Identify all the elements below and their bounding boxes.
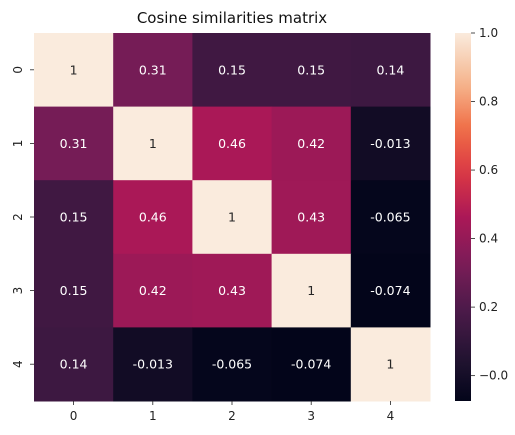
- colorbar-gradient: [455, 33, 471, 401]
- colorbar-tick-label-4: 0.8: [479, 95, 498, 109]
- cell-label-3-3: 1: [307, 283, 315, 298]
- heatmap-cell-1-0: [34, 106, 114, 181]
- heatmap-cells: 1 0.31 0.15 0.15 0.14 0.31 1 0.46 0.42 -0.013 0.15…: [34, 33, 431, 402]
- cell-label-3-4: -0.074: [370, 283, 410, 298]
- heatmap-cell-4-1: [113, 327, 193, 402]
- heatmap-cell-0-2: [192, 33, 273, 108]
- cell-label-4-3: -0.074: [291, 357, 331, 372]
- cell-label-4-2: -0.065: [212, 357, 252, 372]
- cell-label-0-3: 0.15: [297, 62, 325, 77]
- heatmap-cell-2-1: [113, 180, 193, 255]
- cell-label-1-4: -0.013: [370, 136, 410, 151]
- cell-label-0-2: 0.15: [218, 62, 246, 77]
- heatmap-cell-2-3: [271, 180, 352, 255]
- cell-label-3-0: 0.15: [60, 283, 88, 298]
- y-axis: 0 1 2 3 4: [11, 66, 34, 368]
- heatmap-cell-2-4: [350, 180, 431, 255]
- heatmap-cell-1-2: [192, 106, 273, 181]
- x-tick-label-0: 0: [70, 409, 78, 423]
- cell-label-2-1: 0.46: [139, 210, 167, 225]
- heatmap-cell-1-4: [350, 106, 431, 181]
- heatmap-cell-4-0: [34, 327, 114, 402]
- cell-label-1-0: 0.31: [60, 136, 88, 151]
- heatmap-cell-1-3: [271, 106, 352, 181]
- heatmap-cell-0-4: [350, 33, 431, 108]
- heatmap-cell-4-3: [271, 327, 352, 402]
- cell-label-4-1: -0.013: [133, 357, 173, 372]
- cell-label-1-2: 0.46: [218, 136, 246, 151]
- y-tick-label-0: 0: [11, 66, 25, 74]
- heatmap-cell-4-2: [192, 327, 273, 402]
- cell-label-0-0: 1: [70, 62, 78, 77]
- chart-title: Cosine similarities matrix: [137, 9, 327, 27]
- heatmap-cell-3-3: [271, 253, 352, 328]
- heatmap-cell-0-3: [271, 33, 352, 108]
- heatmap-cell-2-2: [192, 180, 273, 255]
- heatmap-cell-3-1: [113, 253, 193, 328]
- colorbar-tick-label-3: 0.6: [479, 163, 498, 177]
- cell-label-4-0: 0.14: [60, 357, 88, 372]
- colorbar: −0.0 0.2 0.4 0.6 0.8 1.0: [455, 26, 508, 401]
- cell-label-2-0: 0.15: [60, 210, 88, 225]
- cell-label-3-1: 0.42: [139, 283, 167, 298]
- cell-label-0-4: 0.14: [376, 62, 404, 77]
- cell-label-3-2: 0.43: [218, 283, 246, 298]
- cell-label-1-3: 0.42: [297, 136, 325, 151]
- heatmap-cell-0-0: [34, 33, 114, 108]
- cell-label-4-4: 1: [386, 357, 394, 372]
- cell-label-2-3: 0.43: [297, 210, 325, 225]
- colorbar-tick-label-0: −0.0: [479, 369, 508, 383]
- heatmap-cell-3-4: [350, 253, 431, 328]
- x-tick-label-2: 2: [228, 409, 236, 423]
- cell-label-1-1: 1: [149, 136, 157, 151]
- colorbar-tick-label-1: 0.2: [479, 300, 498, 314]
- colorbar-tick-label-5: 1.0: [479, 26, 498, 40]
- y-tick-label-4: 4: [11, 360, 25, 368]
- heatmap-cell-4-4: [350, 327, 431, 402]
- y-tick-label-3: 3: [11, 287, 25, 295]
- y-tick-label-2: 2: [11, 213, 25, 221]
- x-axis: 0 1 2 3 4: [70, 401, 394, 423]
- cell-label-2-4: -0.065: [370, 210, 410, 225]
- cell-label-2-2: 1: [228, 210, 236, 225]
- heatmap-cell-3-0: [34, 253, 114, 328]
- x-tick-label-4: 4: [387, 409, 395, 423]
- y-tick-label-1: 1: [11, 140, 25, 148]
- x-tick-label-1: 1: [149, 409, 157, 423]
- cell-label-0-1: 0.31: [139, 62, 167, 77]
- heatmap-cell-1-1: [113, 106, 193, 181]
- colorbar-tick-label-2: 0.4: [479, 232, 498, 246]
- heatmap-cell-2-0: [34, 180, 114, 255]
- heatmap-cell-0-1: [113, 33, 193, 108]
- x-tick-label-3: 3: [307, 409, 315, 423]
- heatmap-cell-3-2: [192, 253, 273, 328]
